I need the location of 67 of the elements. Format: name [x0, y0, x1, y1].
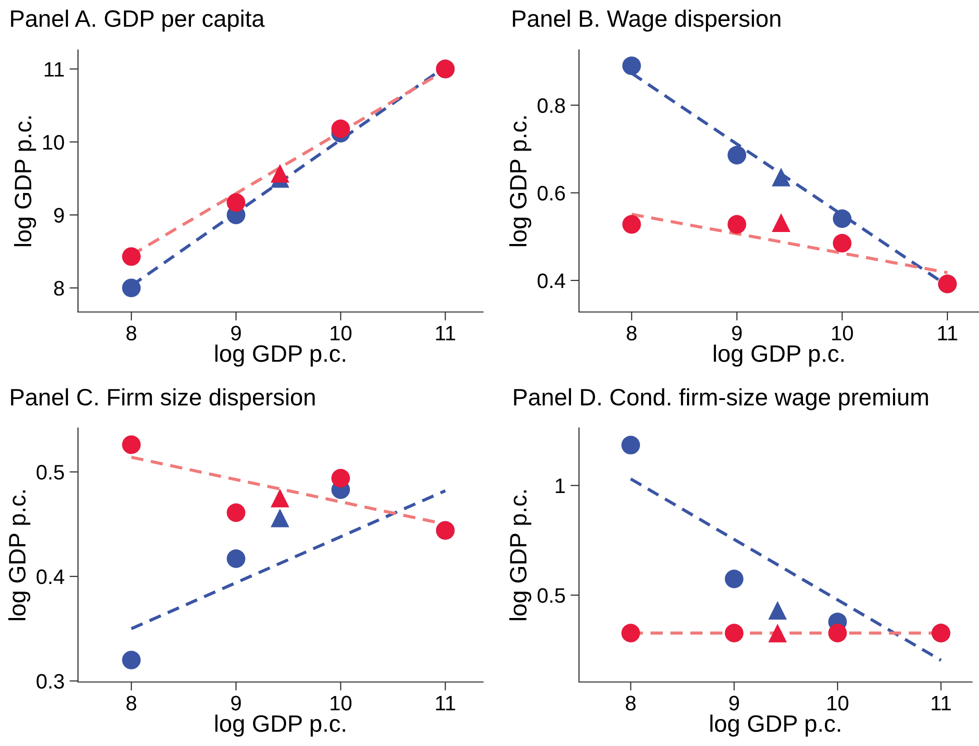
x-tick-label: 11 — [436, 696, 456, 710]
x-tick-label: 10 — [330, 696, 352, 710]
x-axis-title: log GDP p.c. — [215, 344, 346, 367]
x-tick-label: 8 — [626, 326, 637, 340]
y-axis-title: log GDP p.c. — [14, 116, 36, 246]
point — [122, 650, 141, 670]
y-axis-title: log GDP p.c. — [509, 490, 532, 620]
point — [772, 213, 790, 232]
y-tick-label: 0.3 — [36, 674, 64, 689]
point — [768, 600, 787, 620]
point — [122, 247, 141, 266]
point — [728, 215, 746, 234]
y-tick-label: 11 — [44, 62, 64, 77]
point — [331, 468, 350, 488]
y-tick-label: 0.6 — [538, 186, 565, 201]
x-axis-title: log GDP p.c. — [710, 714, 840, 737]
y-tick-label: 0.8 — [538, 98, 565, 113]
x-tick-label: 10 — [832, 326, 853, 340]
x-axis-title: log GDP p.c. — [215, 714, 346, 737]
x-tick-label: 9 — [729, 696, 739, 710]
point — [226, 549, 246, 568]
point — [621, 436, 640, 454]
y-tick-label: 0.4 — [538, 273, 566, 288]
x-tick-label: 9 — [732, 326, 742, 340]
point — [828, 624, 847, 642]
point — [622, 215, 641, 234]
chart-title: Panel B. Wage dispersion — [512, 10, 780, 32]
x-tick-label: 8 — [126, 696, 136, 710]
chart-title: Panel C. Firm size dispersion — [11, 388, 315, 410]
x-tick-label: 9 — [231, 696, 241, 710]
point — [728, 146, 746, 164]
x-axis-title: log GDP p.c. — [714, 344, 844, 367]
point — [270, 164, 290, 183]
y-tick-label: 0.5 — [538, 588, 565, 603]
y-axis-title: log GDP p.c. — [8, 490, 30, 620]
point — [122, 435, 141, 454]
x-tick-label: 10 — [828, 696, 848, 710]
chart-title: Panel A. GDP per capita — [11, 10, 265, 32]
y-tick-label: 1 — [556, 478, 565, 494]
y-tick-label: 8 — [54, 280, 64, 296]
y-axis-title: log GDP p.c. — [509, 116, 532, 246]
point — [122, 278, 141, 298]
x-tick-label: 8 — [126, 326, 136, 340]
chart-title: Panel D. Cond. firm-size wage premium — [514, 388, 928, 410]
x-tick-label: 10 — [330, 326, 352, 340]
point — [270, 488, 290, 508]
x-tick-label: 11 — [938, 326, 958, 340]
point — [772, 168, 790, 186]
y-tick-label: 0.5 — [36, 464, 64, 480]
x-tick-label: 11 — [436, 326, 456, 340]
point — [724, 570, 744, 588]
point — [832, 209, 852, 228]
point — [768, 624, 787, 642]
point — [331, 120, 350, 138]
point — [724, 624, 744, 642]
point — [832, 234, 852, 253]
point — [226, 503, 246, 522]
point — [621, 624, 640, 642]
point — [270, 508, 290, 528]
x-tick-label: 9 — [231, 326, 241, 340]
y-tick-label: 10 — [43, 134, 64, 150]
point — [622, 56, 641, 76]
x-tick-label: 8 — [626, 696, 636, 710]
y-tick-label: 0.4 — [36, 569, 64, 584]
x-tick-label: 11 — [932, 696, 951, 710]
point — [226, 193, 246, 212]
y-tick-label: 9 — [54, 208, 64, 223]
